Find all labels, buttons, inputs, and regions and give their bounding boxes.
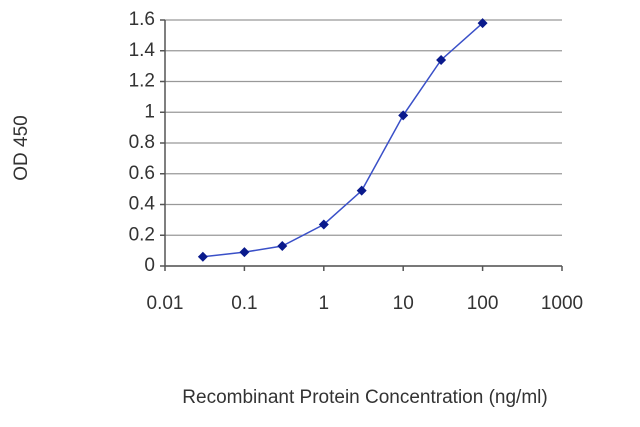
x-tick-label: 1 [319, 293, 330, 314]
x-axis-label: Recombinant Protein Concentration (ng/ml… [182, 387, 547, 408]
data-point [356, 185, 367, 196]
data-point [436, 54, 447, 65]
y-tick-label: 1 [144, 101, 155, 122]
x-tick-label: 0.1 [231, 293, 257, 314]
data-point [398, 110, 409, 121]
data-point [239, 247, 250, 258]
y-tick-label: 0 [144, 255, 155, 276]
y-tick-label: 0.8 [129, 132, 155, 153]
y-tick-label: 0.2 [129, 224, 155, 245]
y-tick-label: 0.6 [129, 163, 155, 184]
x-tick-label: 1000 [541, 293, 583, 314]
y-axis-label: OD 450 [11, 115, 32, 180]
y-tick-label: 1.2 [129, 71, 155, 92]
data-point [477, 18, 488, 29]
curve [202, 22, 484, 258]
x-tick-label: 0.01 [147, 293, 184, 314]
y-tick-label: 1.6 [129, 9, 155, 30]
x-tick-label: 100 [467, 293, 499, 314]
x-tick-label: 10 [393, 293, 414, 314]
y-tick-label: 1.4 [129, 40, 156, 61]
y-tick-label: 0.4 [129, 194, 156, 215]
data-point [277, 241, 288, 252]
data-point [318, 219, 329, 230]
data-point [197, 251, 208, 262]
